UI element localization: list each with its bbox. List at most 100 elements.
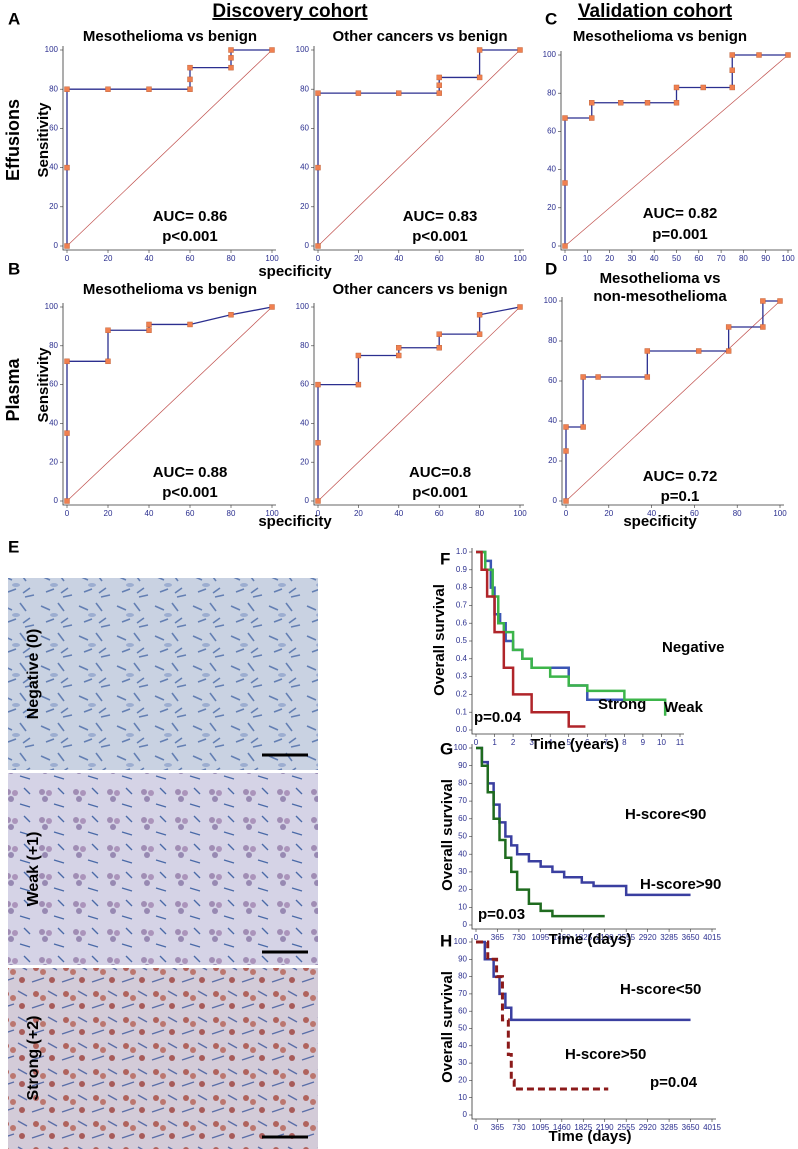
x-tick-label: 20 xyxy=(104,509,113,518)
point-marker xyxy=(228,312,234,318)
point-marker xyxy=(760,324,766,330)
y-tick-label: 80 xyxy=(300,341,309,350)
point-marker xyxy=(355,352,362,359)
y-tick-label: 40 xyxy=(458,1041,467,1050)
panel-letter: G xyxy=(440,739,453,758)
point-marker xyxy=(563,498,569,504)
annotation: p<0.001 xyxy=(412,484,467,501)
x-axis-label: specificity xyxy=(258,513,332,530)
axis xyxy=(313,303,524,506)
y-tick-label: 40 xyxy=(548,416,557,425)
annotation: AUC= 0.72 xyxy=(643,468,718,485)
point-marker xyxy=(476,47,483,53)
y-tick-label: 40 xyxy=(547,165,556,174)
x-axis-label: specificity xyxy=(623,513,697,530)
x-tick-label: 40 xyxy=(650,254,659,263)
point-marker xyxy=(187,76,193,83)
point-marker xyxy=(228,47,234,53)
annotation: p<0.001 xyxy=(412,228,467,245)
x-tick-label: 100 xyxy=(513,254,527,263)
x-tick-label: 20 xyxy=(354,254,363,263)
chart-title: Other cancers vs benign xyxy=(332,281,507,298)
x-tick-label: 40 xyxy=(145,254,154,263)
chart-title: non-mesothelioma xyxy=(593,288,727,305)
x-tick-label: 40 xyxy=(647,509,656,518)
series-line xyxy=(476,940,609,1091)
y-tick-label: 100 xyxy=(296,45,310,54)
point-marker xyxy=(355,381,362,388)
chart-title: Mesothelioma vs benign xyxy=(83,28,257,45)
x-tick-label: 0 xyxy=(65,509,70,518)
point-marker xyxy=(64,86,70,92)
point-marker xyxy=(396,352,402,359)
x-tick-label: 60 xyxy=(690,509,699,518)
point-marker xyxy=(644,348,651,354)
x-tick-label: 2190 xyxy=(596,933,614,942)
point-marker xyxy=(673,84,680,91)
y-tick-label: 70 xyxy=(458,989,467,998)
panel-letter: C xyxy=(545,9,557,28)
series-line xyxy=(317,306,521,501)
ihc-label: Weak (+1) xyxy=(25,832,42,907)
x-tick-label: 10 xyxy=(657,738,666,747)
y-tick-label: 0.6 xyxy=(456,618,468,627)
point-marker xyxy=(436,331,442,337)
x-tick-label: 70 xyxy=(717,254,726,263)
panel-letter: F xyxy=(440,549,450,568)
panel-letter: A xyxy=(8,9,20,28)
point-marker xyxy=(228,55,234,61)
x-tick-label: 100 xyxy=(513,509,527,518)
ihc-image xyxy=(8,578,318,770)
y-tick-label: 60 xyxy=(300,380,309,389)
y-tick-label: 100 xyxy=(543,50,557,59)
x-tick-label: 90 xyxy=(761,254,770,263)
x-tick-label: 80 xyxy=(739,254,748,263)
y-tick-label: 0.2 xyxy=(456,690,468,699)
x-tick-label: 7 xyxy=(604,738,609,747)
series-line xyxy=(476,550,586,728)
series-line xyxy=(476,746,605,918)
panel-letter: D xyxy=(545,259,557,278)
x-tick-label: 8 xyxy=(622,738,627,747)
y-tick-label: 0 xyxy=(54,241,59,250)
x-tick-label: 0 xyxy=(474,738,479,747)
point-marker xyxy=(785,52,791,58)
series-label: H-score<50 xyxy=(620,981,701,998)
x-tick-label: 3285 xyxy=(660,1123,678,1132)
y-axis-label: Overall survival xyxy=(439,779,456,891)
x-tick-label: 11 xyxy=(676,738,685,747)
point-marker xyxy=(187,86,193,92)
reference-line xyxy=(565,300,781,502)
cohort-header: Discovery cohort xyxy=(212,1,368,22)
x-tick-label: 0 xyxy=(564,509,569,518)
y-tick-label: 100 xyxy=(454,937,468,946)
x-tick-label: 2555 xyxy=(617,1123,635,1132)
series-line xyxy=(476,746,691,897)
point-marker xyxy=(436,90,442,96)
row-label: Plasma xyxy=(3,357,23,421)
y-tick-label: 0 xyxy=(553,496,558,505)
x-tick-label: 100 xyxy=(265,509,279,518)
chart-title: Other cancers vs benign xyxy=(332,28,507,45)
y-tick-label: 0 xyxy=(54,496,59,505)
point-marker xyxy=(315,440,321,446)
y-tick-label: 60 xyxy=(547,127,556,136)
point-marker xyxy=(760,298,766,304)
point-marker xyxy=(315,381,321,388)
axis xyxy=(62,303,276,506)
point-marker xyxy=(64,430,70,436)
x-tick-label: 10 xyxy=(583,254,592,263)
x-tick-label: 5 xyxy=(567,738,572,747)
point-marker xyxy=(436,345,442,351)
x-tick-label: 730 xyxy=(512,1123,526,1132)
point-marker xyxy=(146,321,152,328)
y-tick-label: 60 xyxy=(300,124,309,133)
x-tick-label: 3 xyxy=(529,738,534,747)
reference-line xyxy=(66,49,273,247)
x-tick-label: 100 xyxy=(265,254,279,263)
x-tick-label: 1460 xyxy=(553,1123,571,1132)
point-marker xyxy=(315,243,321,249)
series-label: Negative xyxy=(662,639,725,656)
x-tick-label: 100 xyxy=(781,254,795,263)
point-marker xyxy=(729,52,735,58)
